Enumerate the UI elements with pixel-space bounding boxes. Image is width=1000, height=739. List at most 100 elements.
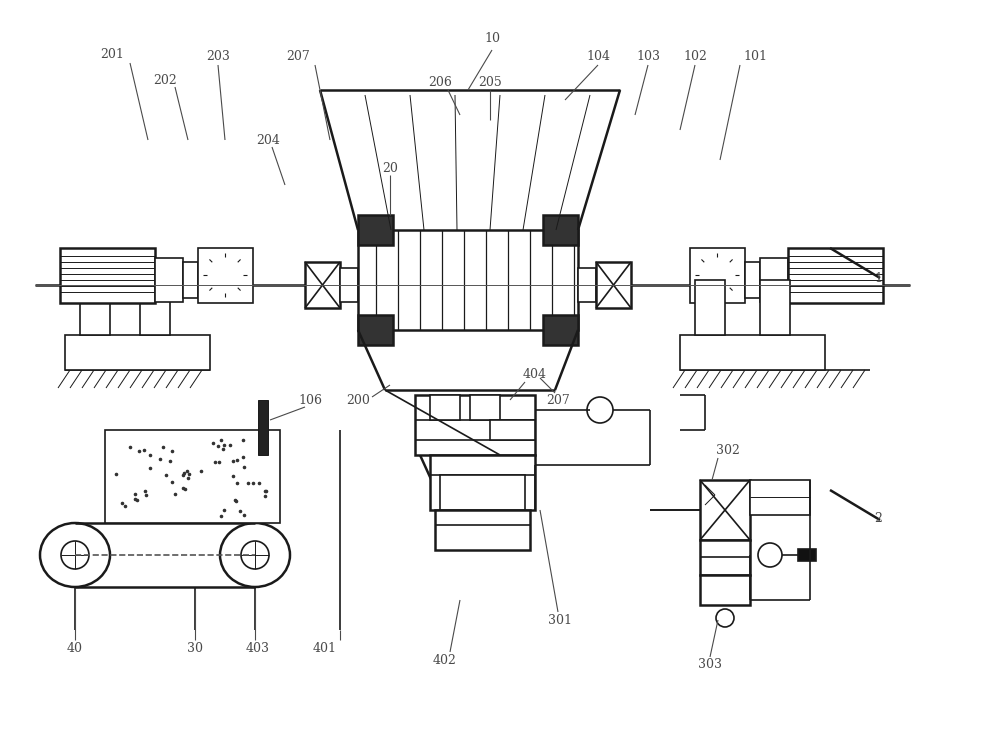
Text: 30: 30	[187, 641, 203, 655]
Text: 403: 403	[246, 641, 270, 655]
Text: 207: 207	[546, 393, 570, 406]
Text: 404: 404	[523, 369, 547, 381]
Bar	[490, 420, 535, 440]
Text: 206: 206	[428, 77, 452, 89]
Bar	[155, 258, 183, 302]
Text: 301: 301	[548, 613, 572, 627]
Text: 205: 205	[478, 77, 502, 89]
Bar	[65, 335, 210, 370]
Bar	[760, 280, 790, 335]
Point	[240, 477, 256, 489]
Point	[213, 434, 229, 446]
Text: 1: 1	[874, 271, 882, 285]
Point	[155, 441, 171, 453]
Point	[176, 467, 192, 479]
Text: 402: 402	[433, 653, 457, 667]
Point	[225, 454, 241, 466]
Point	[207, 457, 223, 469]
Text: 10: 10	[484, 32, 500, 44]
Bar	[788, 248, 883, 303]
Text: 106: 106	[298, 393, 322, 406]
Bar	[258, 400, 268, 455]
Bar	[690, 248, 745, 303]
Text: 102: 102	[683, 50, 707, 64]
Bar	[700, 480, 750, 540]
Point	[162, 455, 178, 467]
Point	[222, 439, 238, 451]
Point	[152, 453, 168, 465]
Bar	[596, 262, 631, 308]
Point	[127, 488, 143, 500]
Point	[122, 441, 138, 453]
Text: 101: 101	[743, 50, 767, 64]
Point	[216, 439, 232, 451]
Text: 104: 104	[586, 50, 610, 64]
Bar	[80, 280, 110, 335]
Bar	[305, 262, 340, 308]
Point	[232, 505, 248, 517]
Point	[251, 477, 267, 488]
Point	[175, 483, 191, 494]
Point	[236, 461, 252, 473]
Bar	[745, 262, 760, 298]
Text: 103: 103	[636, 50, 660, 64]
Text: 20: 20	[382, 162, 398, 174]
Bar	[470, 395, 500, 420]
Point	[114, 497, 130, 509]
Text: 202: 202	[153, 73, 177, 86]
Point	[181, 468, 197, 480]
Text: 200: 200	[346, 393, 370, 406]
Bar	[60, 248, 155, 303]
Bar	[183, 262, 198, 298]
Point	[138, 489, 154, 501]
Point	[257, 485, 273, 497]
Bar	[198, 248, 253, 303]
Point	[210, 440, 226, 452]
Text: 203: 203	[206, 50, 230, 64]
Point	[229, 477, 245, 489]
Point	[179, 465, 195, 477]
Bar	[430, 455, 535, 510]
Point	[236, 509, 252, 521]
Bar	[415, 395, 535, 455]
Point	[257, 490, 273, 502]
Point	[225, 470, 241, 482]
Point	[117, 500, 133, 512]
Bar	[798, 549, 816, 561]
Point	[245, 477, 261, 488]
Bar	[435, 510, 530, 550]
Point	[164, 477, 180, 488]
Bar	[140, 280, 170, 335]
Bar	[760, 258, 788, 302]
Point	[228, 495, 244, 507]
Point	[213, 510, 229, 522]
Bar	[750, 480, 810, 515]
Point	[131, 446, 147, 457]
Point	[142, 449, 158, 461]
Bar	[340, 268, 358, 302]
Text: 2: 2	[874, 511, 882, 525]
Point	[211, 456, 227, 468]
Text: 401: 401	[313, 641, 337, 655]
Text: 303: 303	[698, 658, 722, 672]
Point	[235, 451, 251, 463]
Point	[127, 494, 143, 505]
Bar	[440, 475, 525, 510]
Bar	[358, 215, 393, 245]
Point	[229, 454, 245, 466]
Text: 207: 207	[286, 50, 310, 64]
Bar	[700, 540, 750, 575]
Point	[164, 445, 180, 457]
Point	[175, 469, 191, 480]
Bar	[358, 230, 578, 330]
Text: 40: 40	[67, 641, 83, 655]
Bar	[430, 395, 460, 420]
Bar	[105, 430, 280, 523]
Point	[108, 468, 124, 480]
Point	[142, 463, 158, 474]
Point	[216, 504, 232, 516]
Bar	[358, 315, 393, 345]
Bar	[680, 335, 825, 370]
Point	[235, 435, 251, 446]
Point	[205, 437, 221, 449]
